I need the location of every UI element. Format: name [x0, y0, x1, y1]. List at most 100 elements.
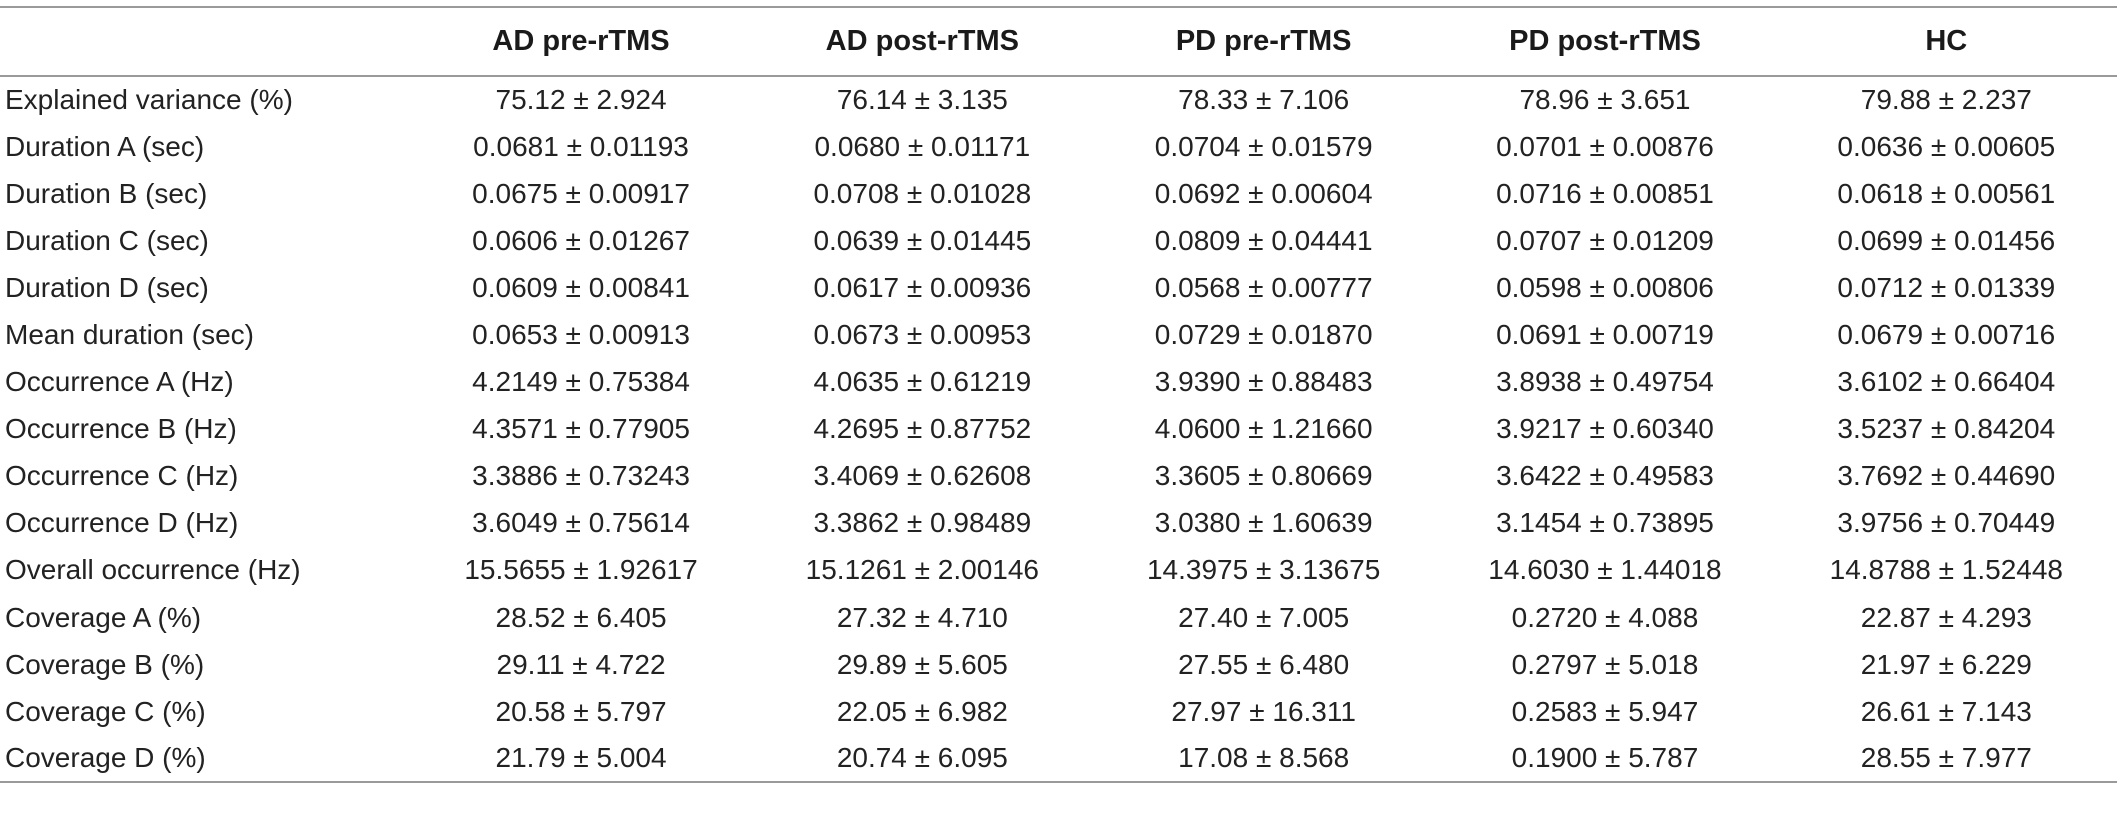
row-label: Mean duration (sec): [5, 319, 255, 351]
table-row: Duration C (sec) 0.0606 ± 0.01267 0.0639 ±…: [0, 217, 2117, 264]
row-label: Duration C (sec): [5, 224, 209, 256]
table-cell: 0.0708 ± 0.01028: [813, 177, 1032, 209]
table-cell: 3.9217 ± 0.60340: [1496, 413, 1714, 445]
table-cell: 4.0635 ± 0.61219: [813, 366, 1032, 398]
table-cell: 4.2695 ± 0.87752: [813, 413, 1032, 445]
data-table: AD pre-rTMS AD post-rTMS PD pre-rTMS PD …: [0, 6, 2117, 784]
table-cell: 29.11 ± 4.722: [496, 648, 666, 680]
table-cell: 0.0704 ± 0.01579: [1154, 130, 1373, 162]
table-cell: 15.5655 ± 1.92617: [464, 554, 698, 586]
table-row: Duration D (sec) 0.0609 ± 0.00841 0.0617 ±…: [0, 264, 2117, 311]
row-label: Duration B (sec): [5, 177, 208, 209]
table-cell: 0.0809 ± 0.04441: [1154, 224, 1373, 256]
column-header-pd-pre-rtms: PD pre-rTMS: [1093, 6, 1435, 77]
column-header-pd-post-rtms: PD post-rTMS: [1434, 6, 1776, 77]
table-cell: 21.97 ± 6.229: [1860, 648, 2032, 680]
table-header: AD pre-rTMS AD post-rTMS PD pre-rTMS PD …: [0, 6, 2117, 77]
table-cell: 14.8788 ± 1.52448: [1829, 554, 2063, 586]
table-cell: 0.0617 ± 0.00936: [813, 271, 1032, 303]
table-cell: 3.9756 ± 0.70449: [1837, 507, 2056, 539]
header-row: AD pre-rTMS AD post-rTMS PD pre-rTMS PD …: [0, 6, 2117, 77]
table-cell: 3.9390 ± 0.88483: [1154, 366, 1373, 398]
table-row: Explained variance (%) 75.12 ± 2.924 76.14…: [0, 76, 2117, 123]
table-cell: 0.0598 ± 0.00806: [1496, 271, 1714, 303]
table-row: Mean duration (sec) 0.0653 ± 0.00913 0.067…: [0, 311, 2117, 358]
table-cell: 0.0606 ± 0.01267: [472, 224, 690, 256]
row-label: Duration A (sec): [5, 130, 205, 162]
table-cell: 3.6422 ± 0.49583: [1496, 460, 1714, 492]
table-cell: 0.0691 ± 0.00719: [1496, 319, 1714, 351]
table-cell: 21.79 ± 5.004: [410, 735, 752, 784]
table-cell: 3.3862 ± 0.98489: [813, 507, 1032, 539]
table-cell: 0.0653 ± 0.00913: [472, 319, 690, 351]
table-row: Occurrence D (Hz) 3.6049 ± 0.75614 3.3862 …: [0, 500, 2117, 547]
column-header-ad-pre-rtms: AD pre-rTMS: [410, 6, 752, 77]
table-cell: 0.0673 ± 0.00953: [813, 319, 1032, 351]
table-cell: 20.58 ± 5.797: [495, 695, 667, 727]
table-cell: 75.12 ± 2.924: [495, 84, 667, 116]
header-corner: [0, 6, 411, 77]
table-cell: 0.0679 ± 0.00716: [1837, 319, 2056, 351]
table-cell: 22.87 ± 4.293: [1860, 601, 2032, 633]
table-cell: 17.08 ± 8.568: [1093, 735, 1435, 784]
table-row: Overall occurrence (Hz) 15.5655 ± 1.92617…: [0, 547, 2117, 594]
table-row: Coverage B (%) 29.11 ± 4.722 29.89 ± 5.605…: [0, 641, 2117, 688]
table-cell: 0.0716 ± 0.00851: [1496, 177, 1714, 209]
table-cell: 0.0712 ± 0.01339: [1837, 271, 2056, 303]
table-cell: 3.5237 ± 0.84204: [1837, 413, 2056, 445]
table-cell: 0.0609 ± 0.00841: [472, 271, 690, 303]
table-cell: 0.0675 ± 0.00917: [472, 177, 690, 209]
table-cell: 28.55 ± 7.977: [1775, 735, 2117, 784]
table-cell: 22.05 ± 6.982: [836, 695, 1008, 727]
table-cell: 3.3605 ± 0.80669: [1154, 460, 1373, 492]
table-cell: 3.6102 ± 0.66404: [1837, 366, 2056, 398]
table-cell: 3.3886 ± 0.73243: [472, 460, 690, 492]
table-cell: 0.0636 ± 0.00605: [1837, 130, 2056, 162]
table-row: Coverage C (%) 20.58 ± 5.797 22.05 ± 6.982…: [0, 688, 2117, 735]
table-row: Duration B (sec) 0.0675 ± 0.00917 0.0708 ±…: [0, 170, 2117, 217]
row-label: Coverage B (%): [5, 648, 205, 680]
table-cell: 0.0701 ± 0.00876: [1496, 130, 1714, 162]
row-label: Duration D (sec): [5, 271, 209, 303]
table-cell: 3.0380 ± 1.60639: [1154, 507, 1373, 539]
table-cell: 0.0618 ± 0.00561: [1837, 177, 2056, 209]
table-cell: 0.0568 ± 0.00777: [1154, 271, 1373, 303]
table-cell: 0.0707 ± 0.01209: [1496, 224, 1714, 256]
table-cell: 27.40 ± 7.005: [1178, 601, 1350, 633]
table-cell: 79.88 ± 2.237: [1860, 84, 2032, 116]
table-cell: 4.0600 ± 1.21660: [1154, 413, 1373, 445]
table-cell: 0.1900 ± 5.787: [1434, 735, 1776, 784]
table-cell: 78.33 ± 7.106: [1178, 84, 1350, 116]
row-label: Occurrence B (Hz): [5, 413, 237, 445]
table-cell: 3.8938 ± 0.49754: [1496, 366, 1714, 398]
table-cell: 15.1261 ± 2.00146: [805, 554, 1040, 586]
table-cell: 26.61 ± 7.143: [1860, 695, 2032, 727]
table-row: Duration A (sec) 0.0681 ± 0.01193 0.0680 ±…: [0, 123, 2117, 170]
table-cell: 14.6030 ± 1.44018: [1488, 554, 1722, 586]
table-cell: 3.1454 ± 0.73895: [1496, 507, 1714, 539]
row-label: Explained variance (%): [5, 84, 293, 116]
table-cell: 0.0729 ± 0.01870: [1154, 319, 1373, 351]
table-row: Occurrence A (Hz) 4.2149 ± 0.75384 4.0635 …: [0, 359, 2117, 406]
table-cell: 27.97 ± 16.311: [1171, 695, 1356, 727]
table-cell: 4.3571 ± 0.77905: [472, 413, 690, 445]
row-label: Coverage D (%): [0, 735, 411, 784]
row-label: Occurrence D (Hz): [5, 507, 239, 539]
table-row: Occurrence B (Hz) 4.3571 ± 0.77905 4.2695 …: [0, 406, 2117, 453]
row-label: Occurrence C (Hz): [5, 460, 239, 492]
table-cell: 4.2149 ± 0.75384: [472, 366, 690, 398]
table-body: Explained variance (%) 75.12 ± 2.924 76.14…: [0, 76, 2117, 784]
table-cell: 0.2720 ± 4.088: [1511, 601, 1699, 633]
row-label: Occurrence A (Hz): [5, 366, 234, 398]
table-cell: 14.3975 ± 3.13675: [1146, 554, 1381, 586]
table-cell: 3.6049 ± 0.75614: [472, 507, 690, 539]
table-cell: 29.89 ± 5.605: [836, 648, 1008, 680]
table-cell: 3.4069 ± 0.62608: [813, 460, 1032, 492]
table-row: Occurrence C (Hz) 3.3886 ± 0.73243 3.4069 …: [0, 453, 2117, 500]
table-cell: 3.7692 ± 0.44690: [1837, 460, 2056, 492]
row-label: Overall occurrence (Hz): [5, 554, 301, 586]
table-cell: 0.2797 ± 5.018: [1511, 648, 1699, 680]
column-header-ad-post-rtms: AD post-rTMS: [751, 6, 1093, 77]
table-cell: 20.74 ± 6.095: [751, 735, 1093, 784]
